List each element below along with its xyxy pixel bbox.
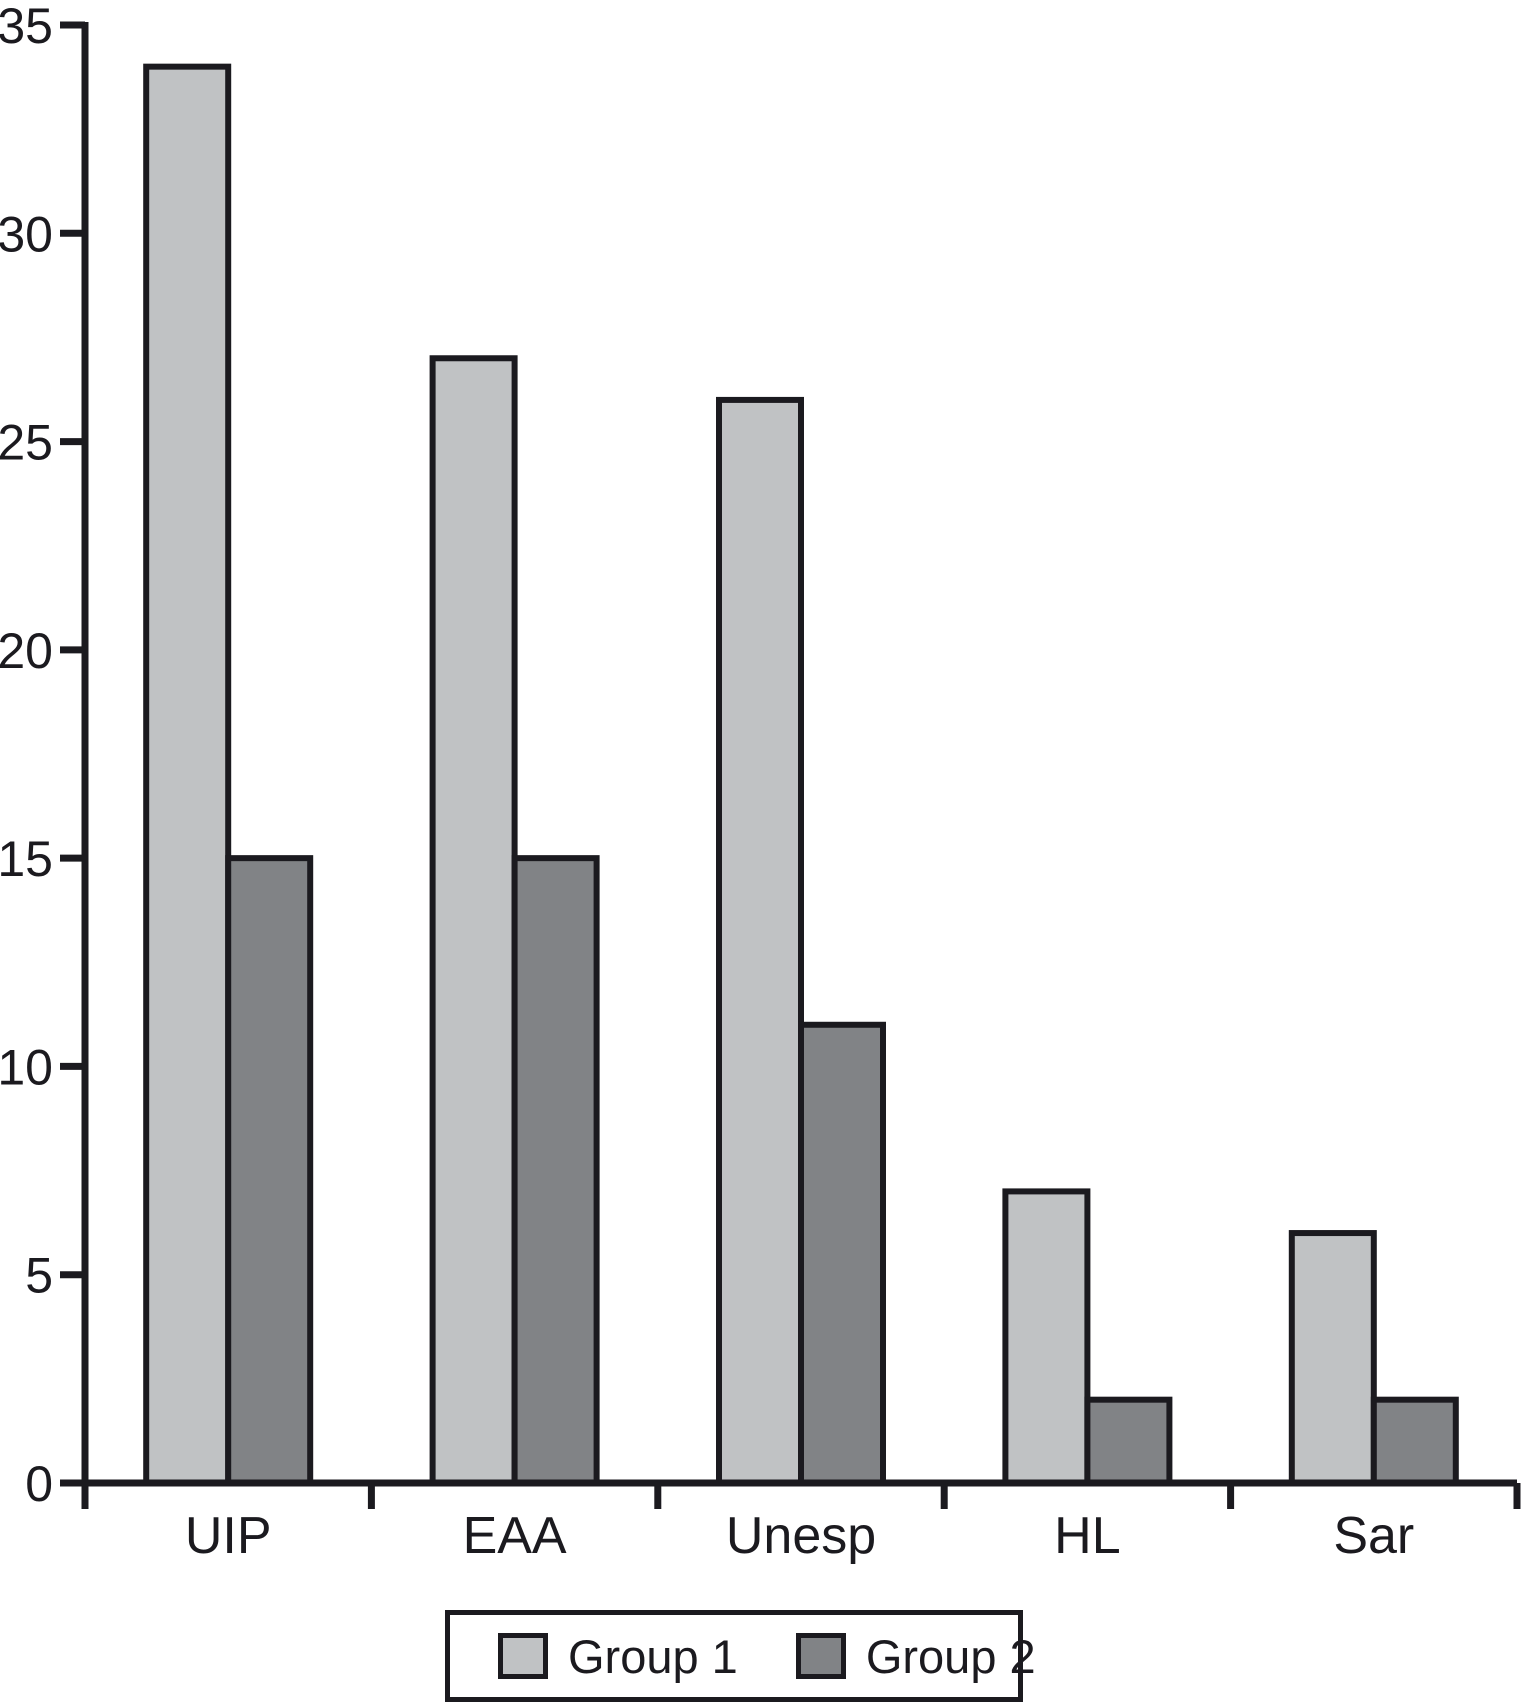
legend-item-group-1: Group 1	[498, 1633, 738, 1680]
bar-group-1-hl	[1002, 1188, 1091, 1487]
y-tick-label-0: 0	[25, 1456, 53, 1512]
bar-group-1-uip	[143, 63, 232, 1487]
legend-label-group-1: Group 1	[568, 1629, 738, 1683]
legend-label-group-2: Group 2	[865, 1629, 1036, 1683]
bar-group-2-unesp	[798, 1021, 886, 1487]
bar-group-2-eaa	[511, 855, 600, 1486]
bar-group-1-sar	[1288, 1230, 1377, 1486]
legend-item-group-2: Group 2	[795, 1629, 1036, 1683]
y-tick-label-25: 25	[0, 415, 53, 471]
x-category-label-eaa: EAA	[463, 1507, 567, 1565]
x-category-label-hl: HL	[1054, 1507, 1120, 1565]
y-tick-label-30: 30	[0, 206, 53, 262]
bar-group-1-unesp	[716, 396, 804, 1486]
legend: Group 1 Group 2	[445, 1610, 1036, 1702]
y-tick-label-20: 20	[0, 623, 53, 679]
bar-group-2-sar	[1370, 1396, 1459, 1486]
y-tick-label-5: 5	[25, 1248, 53, 1304]
y-tick-label-10: 10	[0, 1039, 53, 1095]
y-tick-label-35: 35	[0, 0, 53, 54]
bar-group-2-uip	[225, 855, 314, 1486]
x-category-label-uip: UIP	[185, 1507, 272, 1565]
y-tick-label-15: 15	[0, 831, 53, 887]
legend-swatch-group-1-icon	[498, 1633, 548, 1679]
x-category-label-unesp: Unesp	[726, 1507, 876, 1565]
bar-group-2-hl	[1084, 1396, 1173, 1486]
legend-swatch-group-2-icon	[795, 1633, 846, 1679]
x-category-label-sar: Sar	[1333, 1507, 1414, 1565]
bar-group-1-eaa	[429, 355, 518, 1486]
